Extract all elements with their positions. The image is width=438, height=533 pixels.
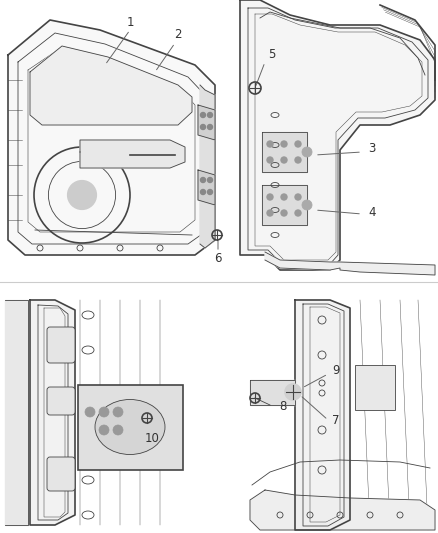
- Circle shape: [99, 425, 109, 435]
- Polygon shape: [262, 132, 307, 172]
- Circle shape: [267, 141, 273, 147]
- Circle shape: [281, 210, 287, 216]
- Circle shape: [201, 177, 205, 182]
- Polygon shape: [265, 252, 435, 275]
- Circle shape: [201, 190, 205, 195]
- Circle shape: [295, 141, 301, 147]
- Circle shape: [99, 407, 109, 417]
- Text: 2: 2: [174, 28, 182, 42]
- Circle shape: [302, 200, 312, 210]
- FancyBboxPatch shape: [47, 457, 75, 491]
- Polygon shape: [240, 0, 435, 270]
- Circle shape: [208, 125, 212, 130]
- Circle shape: [281, 194, 287, 200]
- Text: 7: 7: [332, 414, 340, 426]
- Circle shape: [281, 141, 287, 147]
- Polygon shape: [262, 185, 307, 225]
- Polygon shape: [198, 105, 215, 140]
- Ellipse shape: [95, 400, 165, 455]
- Polygon shape: [30, 300, 75, 525]
- Text: 3: 3: [368, 141, 376, 155]
- Circle shape: [285, 384, 301, 400]
- Circle shape: [295, 210, 301, 216]
- Text: 9: 9: [332, 364, 340, 376]
- Text: 1: 1: [126, 15, 134, 28]
- Text: 5: 5: [268, 49, 276, 61]
- Circle shape: [85, 407, 95, 417]
- Text: 8: 8: [279, 400, 287, 414]
- Bar: [355, 365, 395, 410]
- Circle shape: [208, 190, 212, 195]
- Circle shape: [208, 177, 212, 182]
- Polygon shape: [8, 20, 215, 255]
- Circle shape: [267, 210, 273, 216]
- Circle shape: [267, 157, 273, 163]
- Text: 6: 6: [214, 252, 222, 264]
- Polygon shape: [295, 300, 350, 530]
- Polygon shape: [30, 46, 192, 125]
- Circle shape: [302, 147, 312, 157]
- Circle shape: [201, 112, 205, 117]
- Text: 10: 10: [145, 432, 159, 445]
- Bar: [78, 385, 183, 470]
- Circle shape: [201, 125, 205, 130]
- Circle shape: [295, 157, 301, 163]
- Polygon shape: [200, 85, 215, 248]
- Text: 4: 4: [368, 206, 376, 219]
- Circle shape: [295, 194, 301, 200]
- Polygon shape: [80, 140, 185, 168]
- Polygon shape: [250, 380, 295, 405]
- Polygon shape: [198, 170, 215, 205]
- Circle shape: [281, 157, 287, 163]
- Circle shape: [208, 112, 212, 117]
- Polygon shape: [250, 490, 435, 530]
- FancyBboxPatch shape: [47, 327, 75, 363]
- Circle shape: [67, 181, 96, 209]
- Polygon shape: [5, 300, 28, 525]
- FancyBboxPatch shape: [47, 387, 75, 415]
- Circle shape: [113, 425, 123, 435]
- Circle shape: [267, 194, 273, 200]
- Circle shape: [113, 407, 123, 417]
